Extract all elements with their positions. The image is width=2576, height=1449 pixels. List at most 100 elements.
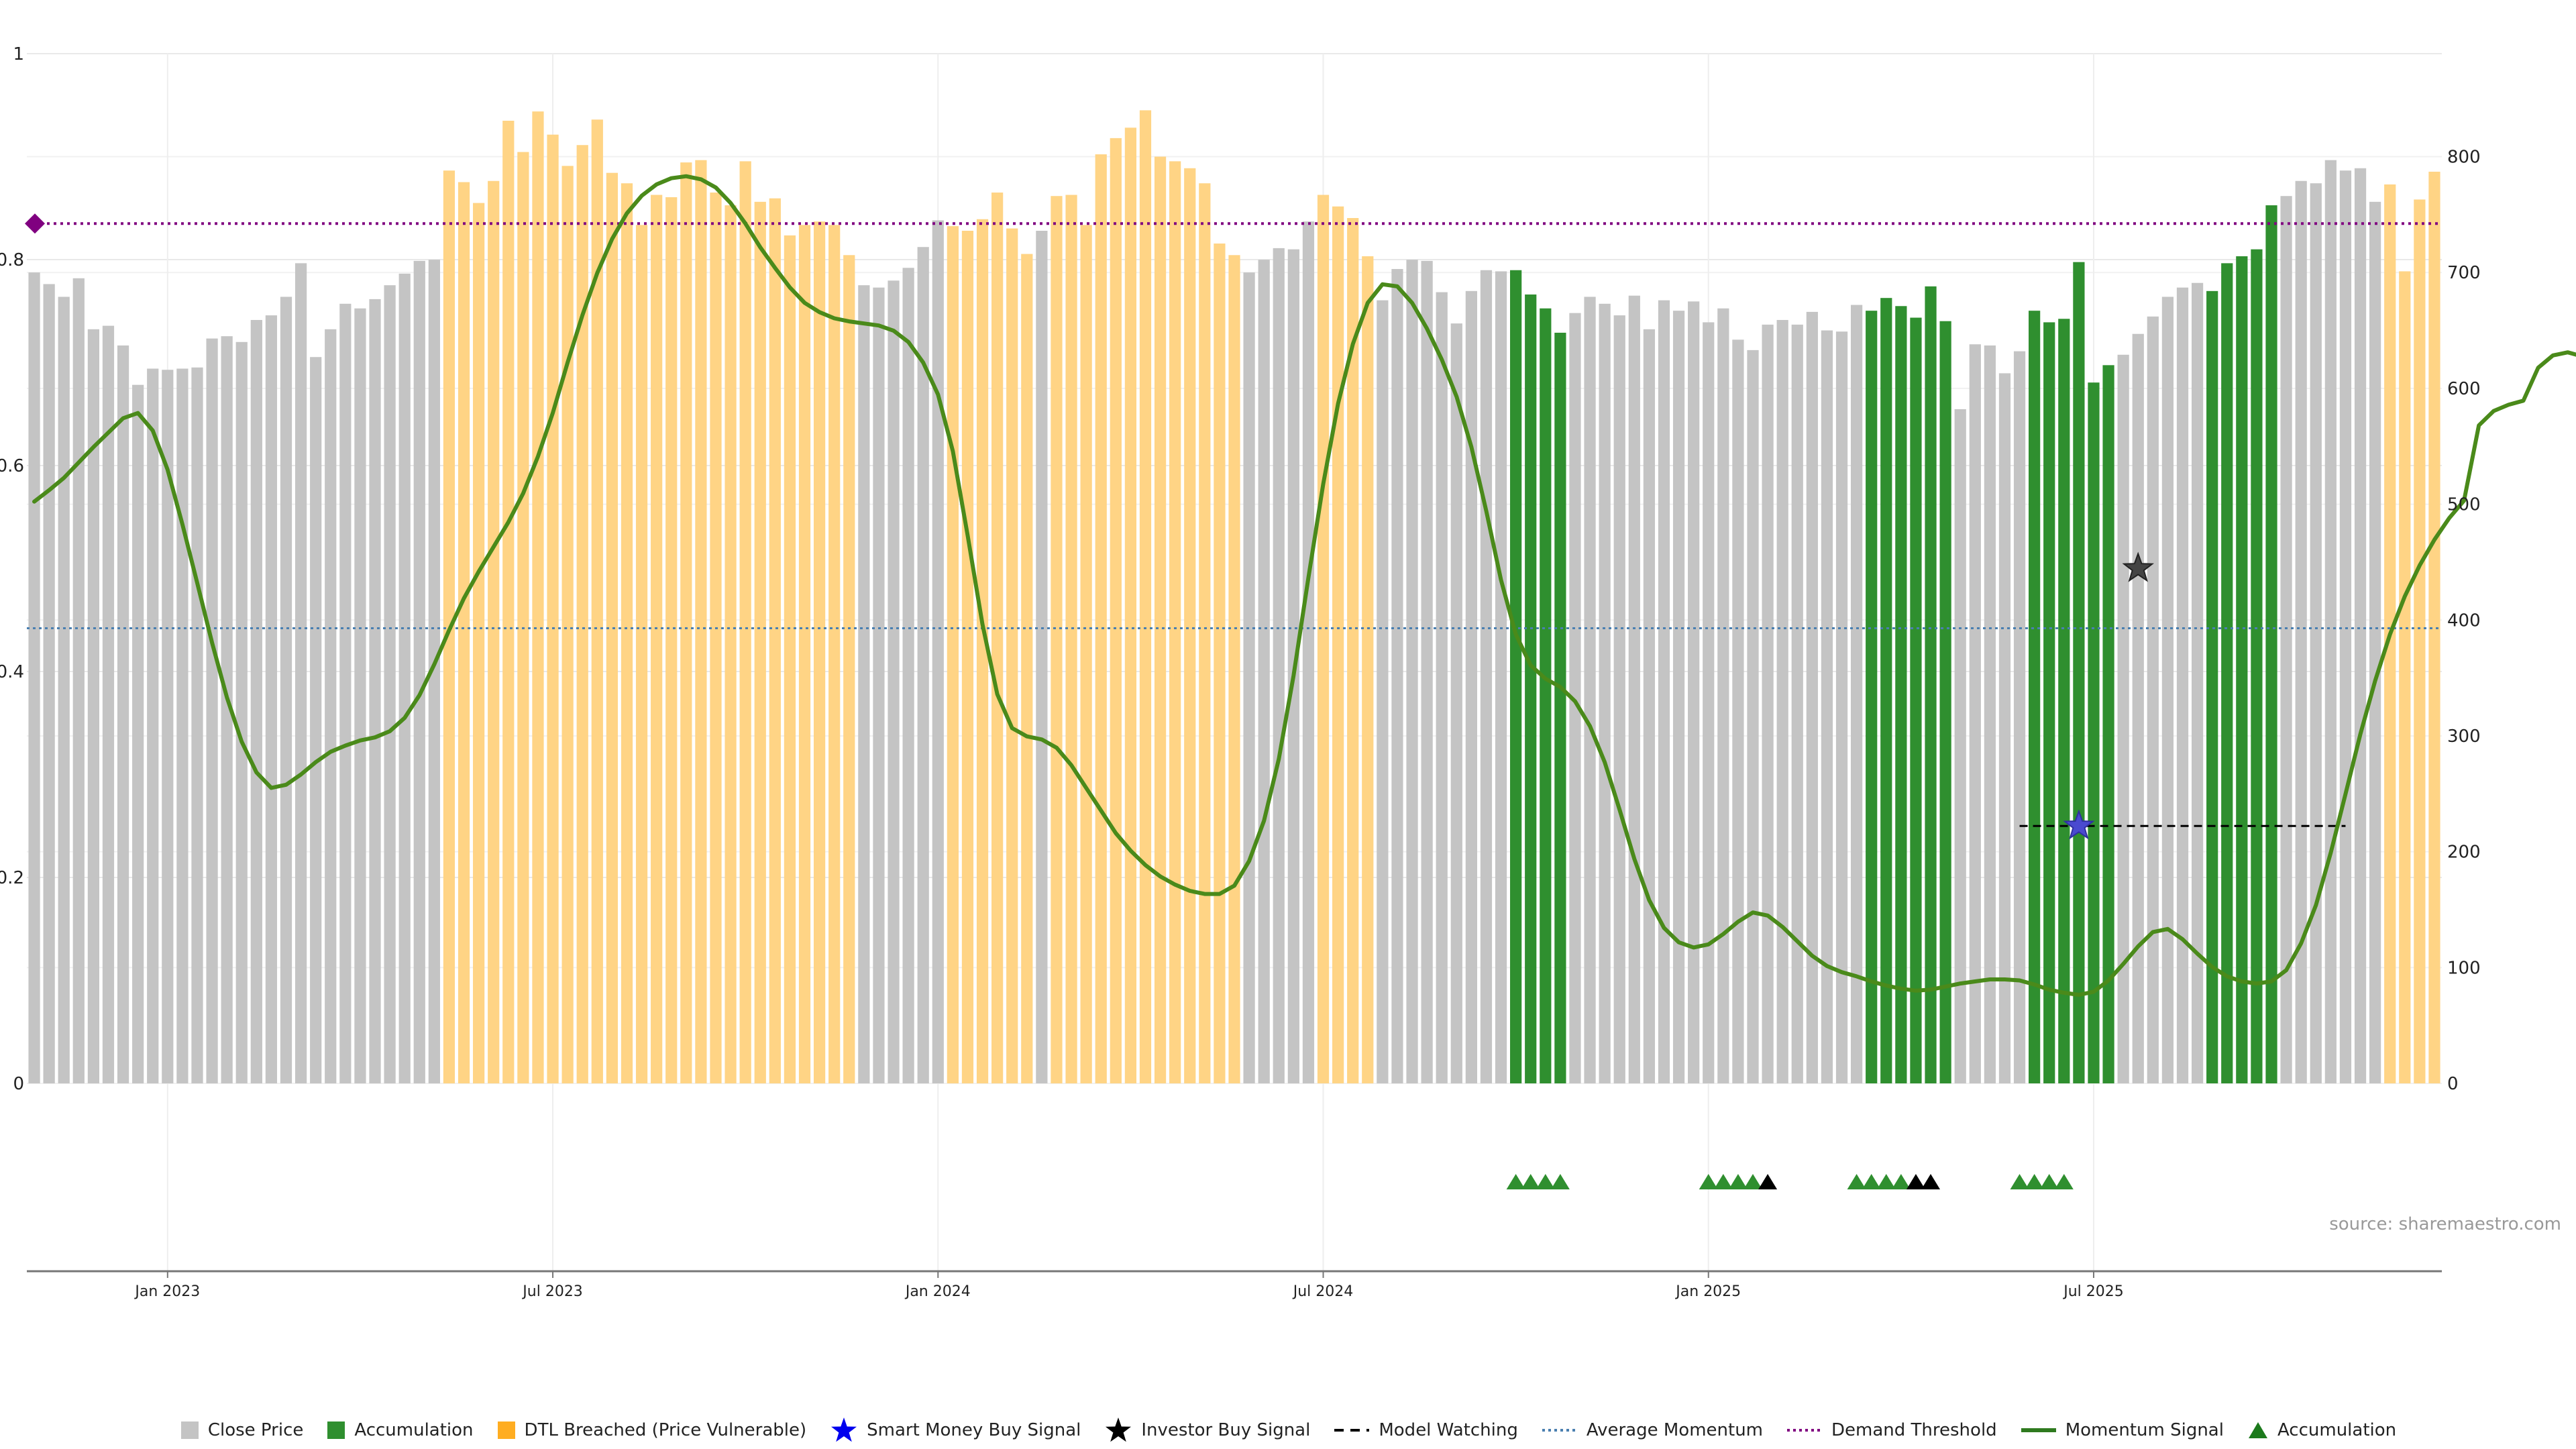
price-bar	[1332, 206, 1344, 1083]
price-bar	[2043, 322, 2055, 1084]
right-axis-tick: 200	[2447, 843, 2481, 863]
price-bar	[1258, 260, 1270, 1084]
price-bar	[754, 201, 766, 1084]
price-bar	[1599, 303, 1611, 1083]
accumulation-marker	[1891, 1174, 1911, 1189]
price-bar	[1613, 315, 1625, 1084]
price-bar	[265, 315, 278, 1084]
price-bar	[428, 260, 440, 1084]
price-bar	[561, 166, 574, 1083]
price-bar	[1154, 156, 1167, 1083]
price-bar	[1406, 260, 1418, 1084]
price-bar	[1273, 248, 1285, 1083]
price-bar	[2088, 382, 2100, 1083]
price-bar	[43, 284, 55, 1084]
chart-legend: Close Price Accumulation DTL Breached (Pri…	[0, 1417, 2576, 1444]
price-bar	[917, 247, 929, 1084]
close-price-bars	[28, 110, 2440, 1084]
price-bar	[1866, 311, 1878, 1083]
price-bar	[1850, 305, 1863, 1083]
line-icon	[2020, 1424, 2057, 1437]
legend-label: Smart Money Buy Signal	[867, 1420, 1081, 1440]
price-bar	[1391, 269, 1403, 1083]
price-bar	[1732, 339, 1744, 1084]
price-bar	[1525, 294, 1537, 1083]
price-bar	[1835, 331, 1848, 1083]
price-bar	[1569, 313, 1581, 1083]
accumulation-marker	[2054, 1174, 2074, 1189]
accumulation-marker	[1906, 1174, 1925, 1189]
legend-label: Close Price	[207, 1420, 304, 1440]
price-bar	[1065, 195, 1077, 1083]
price-bar	[784, 235, 796, 1084]
square-icon	[496, 1420, 517, 1440]
price-bar	[2132, 333, 2144, 1084]
price-bar	[1184, 168, 1196, 1083]
price-bar	[1214, 244, 1226, 1083]
price-bar	[2265, 205, 2277, 1083]
accumulation-marker	[2010, 1174, 2029, 1189]
price-bar	[398, 273, 411, 1083]
price-bar	[1243, 272, 1255, 1084]
price-bar	[798, 225, 811, 1083]
price-bar	[1672, 311, 1685, 1083]
price-bar	[354, 308, 366, 1084]
price-bar	[2280, 196, 2292, 1084]
price-bar	[280, 297, 292, 1084]
price-bar	[235, 341, 248, 1083]
legend-item: Accumulation	[326, 1420, 474, 1440]
accumulation-marker	[1847, 1174, 1866, 1189]
price-bar	[843, 255, 855, 1083]
demand-threshold-marker	[25, 213, 45, 234]
price-bar	[191, 367, 203, 1083]
price-bar	[2324, 160, 2337, 1084]
price-bar	[1969, 344, 1981, 1083]
price-bar	[1584, 297, 1596, 1084]
price-bar	[473, 203, 485, 1084]
legend-item: Model Watching	[1333, 1420, 1518, 1440]
price-bar	[2369, 201, 2381, 1084]
accumulation-marker	[1713, 1174, 1733, 1189]
signal-markers	[2063, 551, 2155, 840]
price-bar	[117, 345, 129, 1083]
price-bar	[294, 263, 307, 1083]
price-bar	[2221, 263, 2233, 1083]
price-bar	[1169, 161, 1181, 1083]
accumulation-marker	[1699, 1174, 1718, 1189]
price-bar	[2029, 311, 2041, 1083]
price-bar	[976, 219, 989, 1083]
price-bar	[221, 336, 233, 1083]
price-bar	[502, 120, 515, 1084]
price-bar	[858, 285, 870, 1084]
legend-label: Demand Threshold	[1831, 1420, 1997, 1440]
right-axis-tick: 300	[2447, 727, 2481, 747]
price-bar	[206, 338, 218, 1083]
price-bar	[1762, 324, 1774, 1083]
price-bar	[1302, 221, 1315, 1084]
momentum-signal-series	[32, 174, 2576, 997]
price-bar	[1480, 270, 1493, 1084]
price-bar	[102, 325, 115, 1083]
price-bar	[369, 299, 381, 1083]
star-icon	[829, 1415, 859, 1445]
left-axis-tick: 1	[13, 44, 24, 64]
price-bar	[1362, 256, 1374, 1083]
legend-item: Smart Money Buy Signal	[829, 1415, 1081, 1445]
x-axis-tick-label: Jul 2025	[2062, 1283, 2124, 1300]
price-bar	[1228, 255, 1240, 1083]
price-bar	[1540, 308, 1552, 1084]
price-bar	[517, 152, 529, 1084]
price-bar	[1998, 373, 2011, 1084]
price-bar	[1939, 321, 1951, 1084]
price-bar	[1895, 306, 1907, 1083]
price-bar	[961, 231, 974, 1083]
price-bar	[2414, 199, 2426, 1083]
right-axis-tick: 500	[2447, 495, 2481, 515]
price-bar	[739, 161, 751, 1083]
accumulation-marker	[1758, 1174, 1778, 1189]
price-bar	[1806, 311, 1818, 1083]
price-bar	[813, 221, 826, 1084]
price-bar	[458, 182, 470, 1083]
